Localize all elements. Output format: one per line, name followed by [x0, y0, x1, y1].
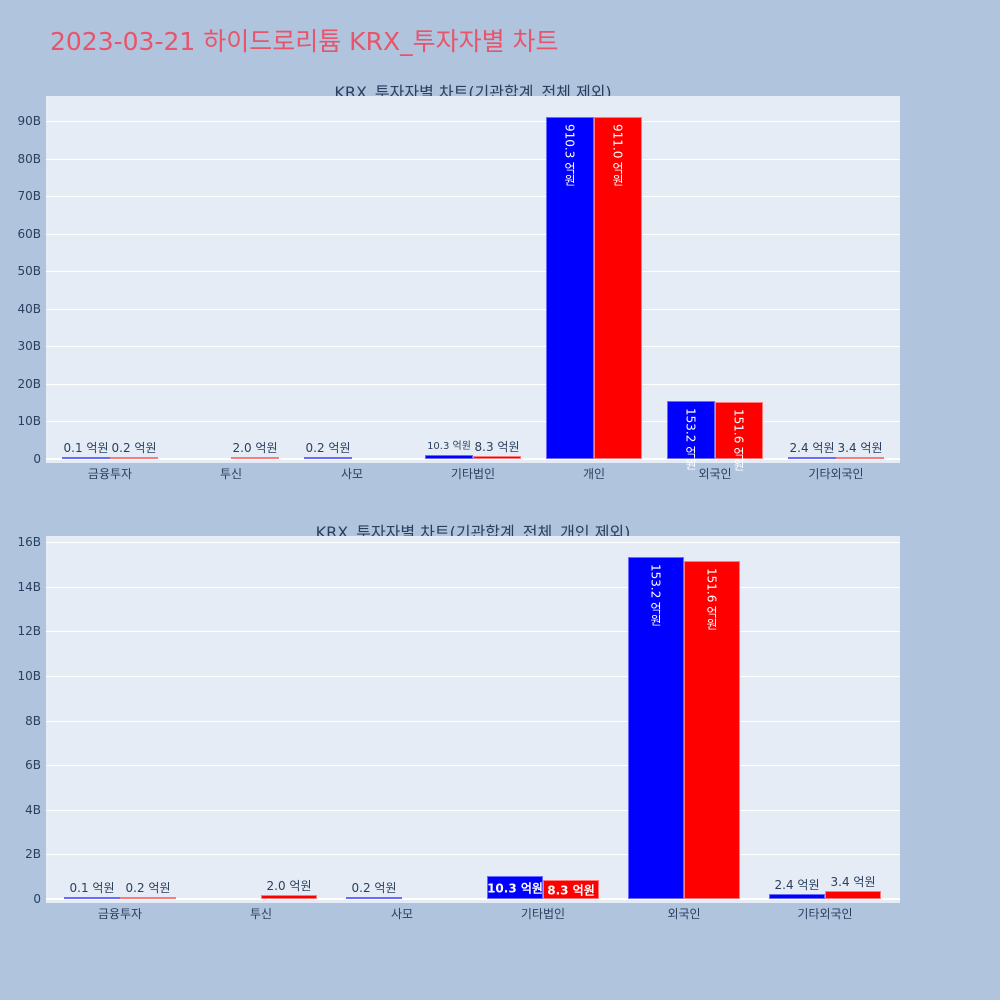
y-tick-label: 2B: [25, 847, 41, 862]
bar-value-label: 3.4 억원: [837, 441, 883, 455]
bar-value-label: 910.3 억원: [562, 124, 577, 187]
bar-value-label: 151.6 억원: [731, 409, 746, 472]
bar-sell[interactable]: 151.6 억원: [684, 560, 740, 899]
x-tick-label: 기타외국인: [797, 907, 853, 921]
y-tick-label: 0: [33, 892, 41, 906]
x-tick-label: 투신: [249, 907, 273, 921]
bar-sell[interactable]: [120, 897, 176, 899]
bar-value-label: 0.2 억원: [305, 441, 351, 455]
y-tick-label: 8B: [25, 713, 41, 728]
page-title: 2023-03-21 하이드로리튬 KRX_투자자별 차트: [50, 27, 559, 56]
bar-sell[interactable]: [110, 457, 158, 459]
gridline: [46, 809, 900, 811]
gridline: [46, 854, 900, 856]
bar-value-label: 2.0 억원: [232, 441, 278, 455]
gridline: [46, 675, 900, 677]
bar-sell[interactable]: 151.6 억원: [715, 402, 763, 471]
gridline: [46, 196, 900, 198]
x-tick-label: 외국인: [667, 907, 701, 921]
x-tick-label: 외국인: [698, 467, 732, 481]
bar-value-label: 0.2 억원: [351, 881, 397, 895]
bar-buy[interactable]: [62, 457, 110, 459]
bar-value-label: 8.3 억원: [474, 439, 520, 454]
bar-sell[interactable]: [836, 457, 884, 459]
bar-buy[interactable]: [788, 457, 836, 459]
gridline: [46, 233, 900, 235]
x-tick-label: 투신: [219, 467, 243, 481]
bar-value-label: 2.0 억원: [266, 878, 312, 893]
bar-sell[interactable]: [231, 457, 279, 459]
bar-value-label: 3.4 억원: [830, 875, 876, 890]
bar-value-label: 0.1 억원: [69, 881, 115, 895]
gridline: [46, 421, 900, 423]
bar-value-label: 10.3 억원: [427, 441, 471, 453]
chart-1-plot-area[interactable]: [46, 96, 900, 463]
bar-sell[interactable]: [261, 894, 317, 899]
bar-value-label: 151.6 억원: [704, 567, 719, 630]
gridline: [46, 308, 900, 310]
x-tick-label: 사모: [390, 907, 414, 921]
y-tick-label: 70B: [17, 189, 41, 204]
y-tick-label: 4B: [25, 802, 41, 817]
bar-buy[interactable]: [425, 455, 473, 459]
y-tick-label: 10B: [17, 668, 41, 683]
gridline: [46, 458, 900, 460]
x-tick-label: 금융투자: [97, 907, 143, 921]
bar-buy[interactable]: 10.3 억원: [487, 876, 543, 899]
y-tick-label: 14B: [17, 579, 41, 594]
x-tick-label: 기타외국인: [808, 467, 864, 481]
y-tick-label: 10B: [17, 414, 41, 429]
gridline: [46, 765, 900, 767]
y-tick-label: 0: [33, 452, 41, 466]
chart-2-plot-area[interactable]: [46, 536, 900, 903]
bar-value-label: 153.2 억원: [683, 408, 698, 471]
y-tick-label: 80B: [17, 151, 41, 166]
gridline: [46, 120, 900, 122]
bar-buy[interactable]: 153.2 억원: [628, 557, 684, 899]
gridline: [46, 586, 900, 588]
bar-buy[interactable]: [769, 893, 825, 899]
bar-value-label: 0.1 억원: [63, 441, 109, 455]
gridline: [46, 631, 900, 633]
gridline: [46, 383, 900, 385]
bar-buy[interactable]: [346, 897, 402, 899]
bar-value-label: 8.3 억원: [547, 883, 595, 898]
bar-value-label: 153.2 억원: [648, 564, 663, 627]
x-tick-label: 개인: [582, 467, 606, 481]
gridline: [46, 158, 900, 160]
y-tick-label: 90B: [17, 113, 41, 128]
bar-value-label: 911.0 억원: [610, 123, 625, 186]
bar-sell[interactable]: [473, 455, 521, 459]
y-tick-label: 20B: [17, 376, 41, 391]
bar-sell[interactable]: 8.3 억원: [543, 880, 599, 899]
bar-buy[interactable]: 910.3 억원: [546, 117, 594, 459]
x-tick-label: 금융투자: [87, 467, 133, 481]
gridline: [46, 542, 900, 544]
x-tick-label: 사모: [340, 467, 364, 481]
y-tick-label: 12B: [17, 624, 41, 639]
bar-value-label: 2.4 억원: [789, 441, 835, 455]
y-tick-label: 60B: [17, 226, 41, 241]
gridline: [46, 898, 900, 900]
bar-sell[interactable]: [825, 891, 881, 899]
y-tick-label: 40B: [17, 301, 41, 316]
gridline: [46, 720, 900, 722]
bar-sell[interactable]: 911.0 억원: [594, 116, 642, 459]
bar-value-label: 10.3 억원: [487, 881, 543, 895]
x-tick-label: 기타법인: [450, 467, 496, 481]
bar-value-label: 2.4 억원: [774, 877, 820, 892]
gridline: [46, 271, 900, 273]
bar-buy[interactable]: [64, 897, 120, 899]
y-tick-label: 6B: [25, 758, 41, 773]
gridline: [46, 346, 900, 348]
bar-buy[interactable]: 153.2 억원: [667, 401, 715, 471]
bar-value-label: 0.2 억원: [125, 881, 171, 895]
y-tick-label: 16B: [17, 535, 41, 550]
x-tick-label: 기타법인: [520, 907, 566, 921]
y-tick-label: 30B: [17, 339, 41, 354]
y-tick-label: 50B: [17, 264, 41, 279]
bar-buy[interactable]: [304, 457, 352, 459]
bar-value-label: 0.2 억원: [111, 441, 157, 455]
